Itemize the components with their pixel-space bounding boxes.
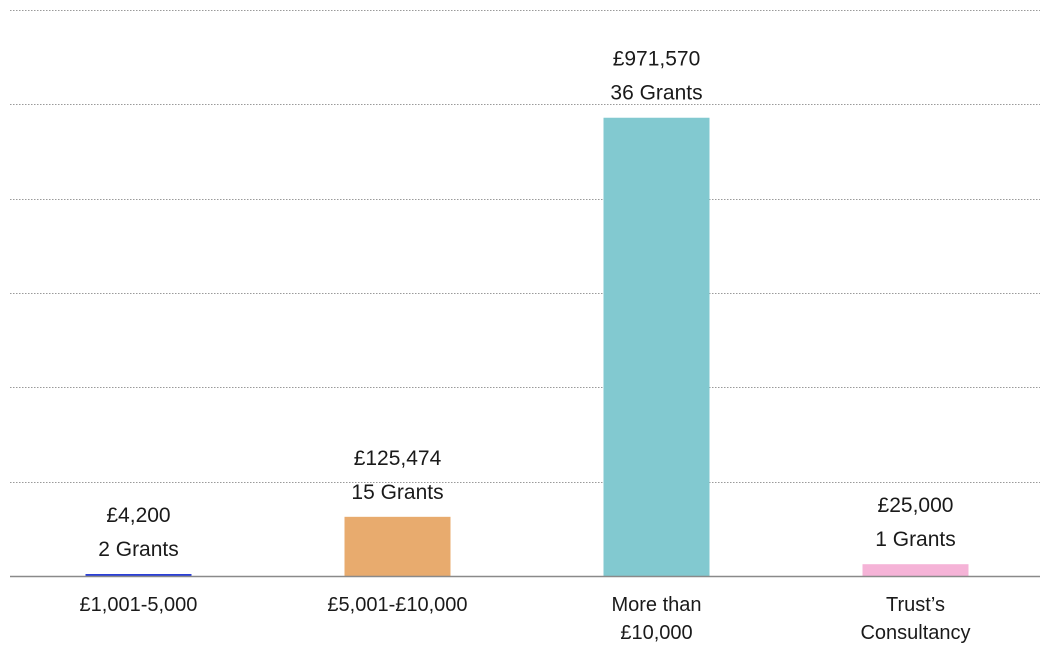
bar-grants-label: 2 Grants — [98, 538, 179, 561]
category-label: Trust’s — [886, 594, 945, 616]
bar[interactable] — [85, 574, 192, 576]
bar-value-label: £971,570 — [613, 48, 701, 71]
gridlines — [10, 10, 1040, 483]
bar-grants-label: 36 Grants — [610, 82, 702, 105]
bar-value-label: £4,200 — [106, 504, 170, 527]
data-labels: £4,200 2 Grants £125,474 15 Grants £971,570 3… — [98, 48, 956, 561]
category-label: £1,001-5,000 — [80, 594, 198, 616]
category-label: Consultancy — [860, 622, 970, 644]
bar-value-label: £125,474 — [354, 447, 442, 470]
bar-value-label: £25,000 — [878, 494, 954, 517]
bar[interactable] — [344, 516, 451, 576]
bar[interactable] — [603, 117, 710, 577]
category-label: £10,000 — [620, 622, 692, 644]
bar[interactable] — [862, 564, 969, 576]
bar-grants-label: 15 Grants — [351, 481, 443, 504]
bars — [85, 117, 969, 577]
category-labels: £1,001-5,000 £5,001-£10,000 More than £10,0… — [80, 594, 971, 644]
bar-grants-label: 1 Grants — [875, 528, 956, 551]
category-label: More than — [611, 594, 701, 616]
category-label: £5,001-£10,000 — [327, 594, 467, 616]
